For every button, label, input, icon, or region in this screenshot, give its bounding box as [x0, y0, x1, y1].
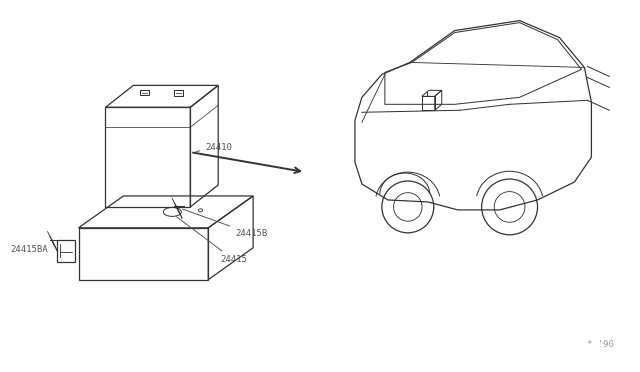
Text: * '90: * '90	[588, 340, 614, 349]
Text: 24415: 24415	[177, 217, 247, 264]
Text: 24415B: 24415B	[182, 209, 268, 238]
Text: 24410: 24410	[196, 142, 232, 152]
Text: 24415BA: 24415BA	[11, 245, 54, 254]
